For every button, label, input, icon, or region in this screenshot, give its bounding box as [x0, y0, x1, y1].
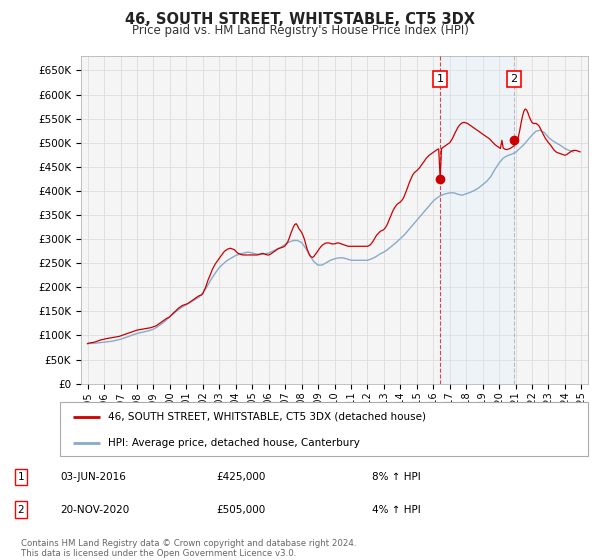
Text: 1: 1	[437, 74, 443, 84]
Text: 46, SOUTH STREET, WHITSTABLE, CT5 3DX (detached house): 46, SOUTH STREET, WHITSTABLE, CT5 3DX (d…	[107, 412, 425, 422]
Text: 1: 1	[17, 472, 25, 482]
Text: Price paid vs. HM Land Registry's House Price Index (HPI): Price paid vs. HM Land Registry's House …	[131, 24, 469, 36]
Bar	[440, 56, 514, 384]
Text: 2: 2	[510, 74, 517, 84]
Text: £505,000: £505,000	[216, 505, 265, 515]
Text: 46, SOUTH STREET, WHITSTABLE, CT5 3DX: 46, SOUTH STREET, WHITSTABLE, CT5 3DX	[125, 12, 475, 27]
Text: Contains HM Land Registry data © Crown copyright and database right 2024.
This d: Contains HM Land Registry data © Crown c…	[21, 539, 356, 558]
Text: £425,000: £425,000	[216, 472, 265, 482]
Text: HPI: Average price, detached house, Canterbury: HPI: Average price, detached house, Cant…	[107, 438, 359, 447]
Text: 8% ↑ HPI: 8% ↑ HPI	[372, 472, 421, 482]
Text: 4% ↑ HPI: 4% ↑ HPI	[372, 505, 421, 515]
Text: 03-JUN-2016: 03-JUN-2016	[60, 472, 126, 482]
Text: 2: 2	[17, 505, 25, 515]
Text: 20-NOV-2020: 20-NOV-2020	[60, 505, 129, 515]
